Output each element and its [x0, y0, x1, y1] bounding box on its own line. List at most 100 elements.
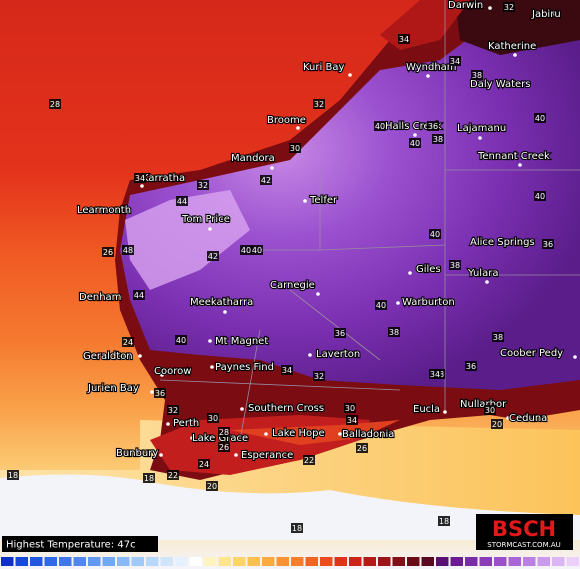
contour-label-box — [534, 113, 546, 123]
place-dot — [140, 184, 144, 188]
contour-label-box — [167, 470, 179, 480]
place-name: Coorow — [154, 366, 191, 377]
place-dot — [296, 126, 300, 130]
contour-label-box — [143, 473, 155, 483]
place-name: Daly Waters — [470, 79, 530, 90]
contour-label-box — [133, 290, 145, 300]
contour-label-box — [388, 327, 400, 337]
contour-label-box — [167, 405, 179, 415]
place-dot — [396, 301, 400, 305]
scale-swatch — [1, 557, 14, 566]
place-dot — [210, 365, 214, 369]
contour-label-box — [409, 138, 421, 148]
scale-swatch — [508, 557, 521, 566]
scale-swatch — [175, 557, 188, 566]
contour-label-box — [484, 405, 496, 415]
contour-label: 26 — [357, 444, 367, 453]
place-name: Esperance — [241, 450, 293, 461]
contour-label: 26 — [219, 443, 229, 452]
contour-label-box — [356, 443, 368, 453]
contour-label-box — [465, 361, 477, 371]
contour-label-box — [313, 99, 325, 109]
contour-label: 40 — [176, 336, 186, 345]
contour-label-box — [122, 245, 134, 255]
contour-label: 38 — [433, 135, 443, 144]
place-name: Jurien Bay — [87, 383, 139, 394]
scale-swatch — [407, 557, 420, 566]
place-name: Carnegie — [270, 280, 315, 291]
place-name: Tennant Creek — [477, 151, 550, 162]
place-dot — [518, 163, 522, 167]
place-dot — [488, 6, 492, 10]
scale-swatch — [117, 557, 130, 566]
place-dot — [159, 453, 163, 457]
place-labels: Darwin Jabiru Katherine Kuri Bay Wyndham Daly… — [76, 0, 577, 462]
contour-label-box — [449, 56, 461, 66]
contour-label-box — [198, 459, 210, 469]
contour-label-box — [313, 371, 325, 381]
scale-swatch — [392, 557, 405, 566]
scale-swatch — [523, 557, 536, 566]
contour-label-box — [175, 335, 187, 345]
contour-label: 22 — [304, 456, 314, 465]
contour-label-box — [542, 239, 554, 249]
contour-label: 34 — [282, 366, 292, 375]
place-dot — [348, 73, 352, 77]
contour-label: 36 — [335, 329, 345, 338]
contour-label-box — [218, 442, 230, 452]
contour-label: 34 — [450, 57, 460, 66]
contour-label: 36 — [155, 389, 165, 398]
place-dot — [166, 422, 170, 426]
contour-label-box — [432, 134, 444, 144]
scale-swatch — [436, 557, 449, 566]
contour-label: 38 — [472, 71, 482, 80]
contour-label-box — [534, 191, 546, 201]
contour-label-box — [154, 388, 166, 398]
contour-label-box — [346, 415, 358, 425]
place-name: Paynes Find — [215, 362, 274, 373]
place-dot — [443, 410, 447, 414]
place-name: Tom Price — [181, 214, 230, 225]
contour-label: 40 — [430, 230, 440, 239]
contour-label-box — [240, 245, 252, 255]
place-name: Geraldton — [83, 351, 133, 362]
place-dot — [150, 390, 154, 394]
contour-label-box — [344, 403, 356, 413]
place-name: Balladonia — [342, 429, 394, 440]
scale-swatch — [88, 557, 101, 566]
scale-swatch — [320, 557, 333, 566]
scale-swatch — [189, 557, 202, 566]
place-dot — [160, 373, 164, 377]
caption-box: Highest Temperature: 47c — [2, 536, 158, 552]
place-name: Giles — [416, 264, 441, 275]
place-name: Eucla — [413, 404, 440, 415]
contour-label: 42 — [208, 252, 218, 261]
contour-label: 40 — [376, 301, 386, 310]
contour-label: 28 — [50, 100, 60, 109]
place-dot — [223, 310, 227, 314]
contour-label-box — [429, 229, 441, 239]
place-dot — [308, 353, 312, 357]
contour-label: 38 — [450, 261, 460, 270]
scale-swatch — [15, 557, 28, 566]
contour-label: 36 — [466, 362, 476, 371]
place-name: Darwin — [448, 0, 483, 11]
contour-label-box — [102, 247, 114, 257]
place-dot — [208, 339, 212, 343]
scale-swatch — [146, 557, 159, 566]
place-name: Mandora — [231, 153, 275, 164]
scale-swatch — [291, 557, 304, 566]
contour-label: 32 — [314, 372, 324, 381]
contour-label: 18 — [292, 524, 302, 533]
contour-label-box — [260, 175, 272, 185]
contour-label: 18 — [144, 474, 154, 483]
place-dot — [485, 280, 489, 284]
place-dot — [316, 292, 320, 296]
place-name: Mt Magnet — [215, 336, 268, 347]
place-name: Wyndham — [406, 62, 457, 73]
scale-swatch — [465, 557, 478, 566]
contour-label-box — [291, 523, 303, 533]
contour-label: 30 — [208, 414, 218, 423]
contour-label: 28 — [219, 428, 229, 437]
